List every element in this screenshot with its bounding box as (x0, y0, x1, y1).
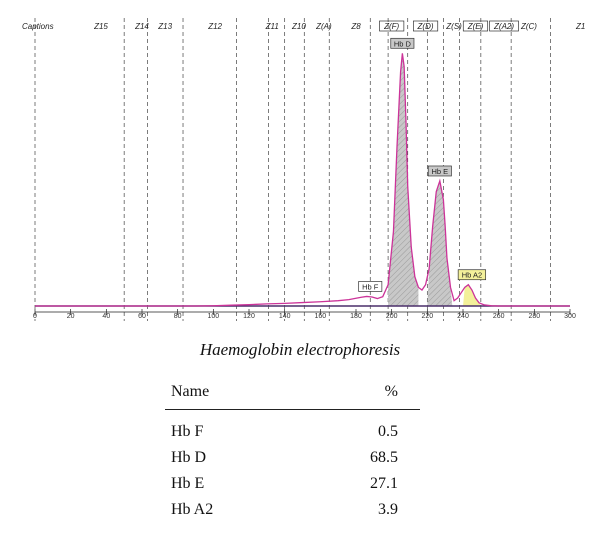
electrophoresis-curve (35, 53, 570, 307)
peak-label-box (427, 165, 452, 177)
zone-label: Z12 (207, 22, 222, 31)
row-percent: 27.1 (370, 475, 398, 492)
table-row: Hb D 68.5 (165, 445, 420, 471)
zone-label: Z(F) (383, 22, 399, 31)
zone-label: Z11 (265, 22, 279, 31)
x-tick-label: 280 (528, 313, 540, 320)
chart-caption: Haemoglobin electrophoresis (199, 340, 401, 359)
hb-a2-shaded-area (463, 284, 481, 306)
zone-label: Z(A) (315, 22, 332, 31)
zone-label: Z14 (134, 22, 149, 31)
x-tick-label: 300 (564, 313, 576, 320)
peak-label: Hb A2 (462, 271, 482, 280)
table-row: Hb E 27.1 (165, 471, 420, 497)
row-name: Hb F (171, 423, 204, 440)
x-tick-label: 60 (138, 313, 146, 320)
zone-label: Z(C) (520, 22, 537, 31)
row-name: Hb E (171, 475, 205, 492)
zone-label: Z15 (93, 22, 108, 31)
zone-label-frame (379, 20, 405, 32)
zone-label-frame (462, 20, 489, 32)
row-percent: 0.5 (378, 423, 398, 440)
x-tick-label: 240 (457, 313, 469, 320)
peak-label-box (358, 281, 383, 292)
zone-label: Z8 (350, 22, 361, 31)
row-percent: 68.5 (370, 449, 398, 466)
x-tick-label: 0 (33, 313, 37, 320)
x-tick-label: 40 (102, 313, 110, 320)
row-percent: 3.9 (378, 501, 398, 518)
zone-label-frame (413, 20, 439, 32)
x-tick-label: 220 (421, 313, 433, 320)
x-tick-label: 20 (67, 313, 75, 320)
peak-label: Hb E (431, 167, 448, 176)
row-name: Hb A2 (171, 501, 214, 518)
zone-label: Z10 (291, 22, 306, 31)
x-tick-label: 80 (174, 313, 182, 320)
zone-label: Z13 (157, 22, 172, 31)
zone-label: Z(E) (467, 22, 484, 31)
x-tick-label: 160 (314, 313, 326, 320)
zone-label: Z(S) (445, 22, 462, 31)
table-row: Hb A2 3.9 (165, 497, 420, 523)
hb-e-shaded-area (427, 180, 453, 306)
x-tick-label: 100 (207, 313, 219, 320)
row-name: Hb D (171, 449, 207, 466)
x-tick-label: 140 (279, 313, 291, 320)
table-row: Hb F 0.5 (165, 410, 420, 446)
peak-label: Hb F (362, 282, 379, 291)
x-tick-label: 200 (386, 313, 398, 320)
x-tick-label: 120 (243, 313, 255, 320)
zone-label: Z(D) (417, 22, 434, 31)
header-name: Name (165, 380, 291, 410)
electrophoresis-chart: Captions Z15 Z14 Z13 Z12 Z11 Z10 Z(A) Z8 Z(F) Z(D)… (22, 18, 585, 321)
zone-label: Z(A2) (493, 22, 514, 31)
x-tick-label: 180 (350, 313, 362, 320)
fraction-table: Name % Hb F 0.5 Hb D 68.5 Hb E 27.1 Hb A… (165, 380, 420, 523)
peak-label-box (457, 269, 487, 281)
header-percent: % (290, 380, 420, 410)
zone-label: Z1 (575, 22, 585, 31)
peak-label: Hb D (394, 39, 412, 48)
zone-label: Captions (22, 22, 54, 31)
peak-label-box (390, 37, 415, 49)
x-tick-label: 260 (493, 313, 505, 320)
zone-label-frame (489, 20, 519, 32)
table-header-row: Name % (165, 380, 420, 410)
